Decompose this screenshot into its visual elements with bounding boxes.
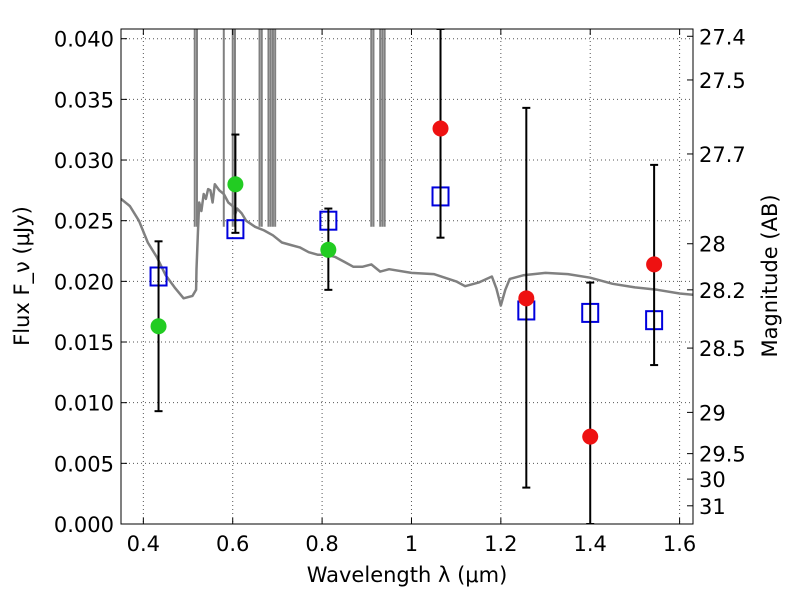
observed-flux-point bbox=[518, 290, 535, 307]
y-tick-label: 0.025 bbox=[54, 210, 114, 234]
x-tick-label: 1.2 bbox=[484, 532, 517, 556]
y-tick-label: 0.020 bbox=[54, 270, 114, 294]
y2-tick-label: 27.7 bbox=[699, 143, 746, 167]
grid bbox=[121, 29, 693, 525]
observed-flux-point bbox=[646, 256, 663, 273]
x-tick-label: 0.6 bbox=[216, 532, 249, 556]
y2-tick-label: 27.5 bbox=[699, 69, 746, 93]
x-axis-title: Wavelength λ (μm) bbox=[307, 563, 508, 587]
y-tick-label: 0.035 bbox=[54, 88, 114, 112]
observed-flux-point bbox=[432, 120, 449, 137]
x-tick-label: 0.4 bbox=[127, 532, 160, 556]
plot-frame bbox=[120, 28, 694, 525]
y-tick-label: 0.005 bbox=[54, 452, 114, 476]
x-tick-label: 1 bbox=[405, 532, 418, 556]
observed-flux-point bbox=[150, 318, 167, 335]
y-axis-title: Flux F_ν (μJy) bbox=[10, 206, 35, 346]
y-tick-label: 0.030 bbox=[54, 149, 114, 173]
y2-tick-label: 29 bbox=[699, 401, 726, 425]
y2-tick-label: 27.4 bbox=[699, 25, 746, 49]
x-tick-label: 0.8 bbox=[305, 532, 338, 556]
y2-tick-label: 28.2 bbox=[699, 279, 746, 303]
y-tick-label: 0.015 bbox=[54, 331, 114, 355]
y2-tick-label: 28.5 bbox=[699, 337, 746, 361]
x-tick-label: 1.6 bbox=[663, 532, 696, 556]
y-tick-label: 0.010 bbox=[54, 392, 114, 416]
y-tick-label: 0.040 bbox=[54, 28, 114, 52]
y2-axis-title: Magnitude (AB) bbox=[758, 194, 782, 357]
y2-tick-label: 31 bbox=[699, 495, 726, 519]
y2-tick-label: 30 bbox=[699, 468, 726, 492]
observed-flux-point bbox=[320, 241, 337, 258]
y2-tick-label: 28 bbox=[699, 233, 726, 257]
observed-flux-point bbox=[227, 176, 244, 193]
y2-tick-label: 29.5 bbox=[699, 443, 746, 467]
axes: 0.4 0.6 0.8 1 1.2 1.4 1.6 0.000 0.005 0.010 0.015 0… bbox=[54, 25, 746, 556]
x-tick-label: 1.4 bbox=[574, 532, 607, 556]
y-tick-label: 0.000 bbox=[54, 513, 114, 537]
model-sed-line bbox=[121, 183, 693, 307]
observed-flux-point bbox=[582, 428, 599, 445]
plot-area bbox=[121, 29, 693, 524]
